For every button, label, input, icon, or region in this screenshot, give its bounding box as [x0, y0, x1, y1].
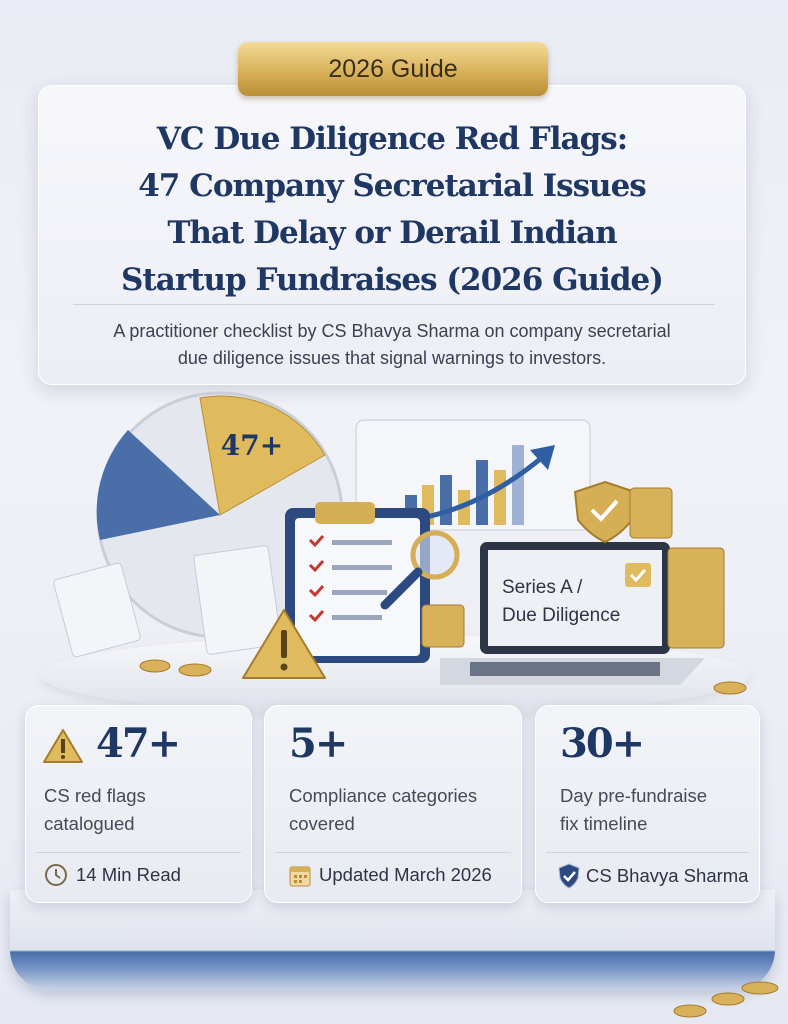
title-line: Startup Fundraises (2026 Guide) — [121, 262, 664, 298]
stat-value: 30+ — [560, 720, 645, 767]
laptop-line: Due Diligence — [502, 605, 620, 626]
warning-icon — [43, 729, 83, 763]
warning-icon — [242, 609, 326, 679]
calendar-icon — [289, 866, 311, 887]
laptop-icon: Series A / Due Diligence — [440, 542, 705, 685]
title-divider — [73, 304, 715, 305]
card-footer: Updated March 2026 — [289, 863, 492, 887]
clipboard-checklist-icon — [285, 502, 430, 663]
stat-desc: Day pre-fundraise fix timeline — [560, 782, 707, 838]
stat-card-categories: 5+ Compliance categories covered Updated … — [264, 705, 522, 903]
pie-label: 47+ — [221, 429, 283, 462]
stat-value: 5+ — [289, 720, 348, 767]
pedestal-base — [10, 890, 775, 990]
coins-icon — [673, 981, 779, 1018]
pie-chart-icon: 47+ — [96, 391, 344, 639]
card-divider — [36, 852, 241, 853]
documents-icon — [53, 545, 282, 658]
read-time: 14 Min Read — [76, 864, 181, 885]
guide-ribbon: 2026 Guide — [238, 42, 548, 96]
magnifier-icon — [380, 530, 460, 610]
stat-desc-line: Day pre-fundraise — [560, 785, 708, 806]
illustration: 47+ Series A / Due Diligence — [53, 391, 747, 695]
stat-desc: CS red flags catalogued — [44, 782, 146, 838]
card-divider — [546, 852, 749, 853]
clock-icon — [45, 864, 67, 886]
card-footer: CS Bhavya Sharma — [558, 863, 748, 889]
stat-desc: Compliance categories covered — [289, 782, 477, 838]
subtitle-line: A practitioner checklist by CS Bhavya Sh… — [113, 321, 671, 341]
title-line: 47 Company Secretarial Issues — [138, 168, 647, 204]
shield-check-icon — [558, 863, 580, 889]
updated-date: Updated March 2026 — [319, 864, 492, 885]
stat-desc-line: fix timeline — [560, 813, 648, 834]
stat-card-red-flags: 47+ CS red flags catalogued 14 Min Read — [25, 705, 252, 903]
laptop-line: Series A / — [502, 577, 583, 598]
stat-card-timeline: 30+ Day pre-fundraise fix timeline CS Bha… — [535, 705, 760, 903]
page-title: VC Due Diligence Red Flags: 47 Company S… — [39, 116, 745, 304]
subtitle: A practitioner checklist by CS Bhavya Sh… — [79, 318, 705, 372]
stat-desc-line: CS red flags — [44, 785, 146, 806]
title-line: That Delay or Derail Indian — [167, 215, 617, 251]
stat-desc-line: Compliance categories — [289, 785, 478, 806]
stat-desc-line: catalogued — [44, 813, 135, 834]
ribbon-label: 2026 Guide — [328, 54, 458, 83]
stat-value: 47+ — [96, 720, 181, 767]
card-divider — [275, 852, 511, 853]
coin-stacks-icon — [139, 487, 747, 695]
author-name: CS Bhavya Sharma — [586, 865, 749, 886]
stat-desc-line: covered — [289, 813, 355, 834]
card-footer: 14 Min Read — [44, 863, 181, 887]
shield-icon — [573, 480, 637, 544]
title-card: VC Due Diligence Red Flags: 47 Company S… — [38, 85, 746, 385]
title-line: VC Due Diligence Red Flags: — [156, 121, 628, 157]
subtitle-line: due diligence issues that signal warning… — [177, 348, 607, 368]
